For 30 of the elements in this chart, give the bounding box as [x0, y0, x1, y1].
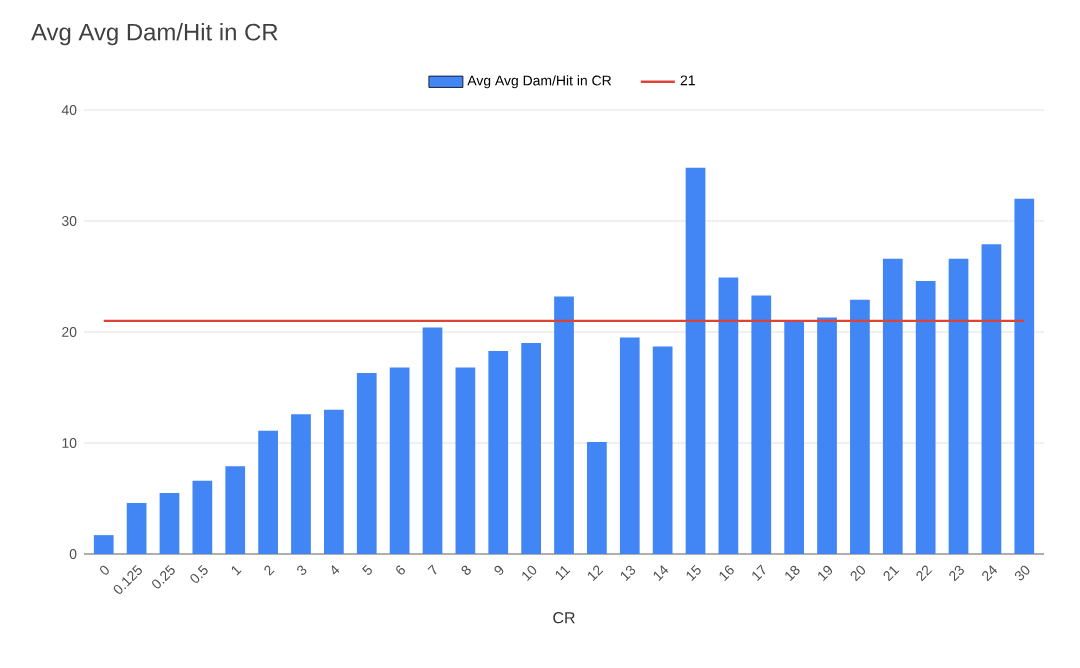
bar: [619, 337, 640, 554]
bar: [981, 244, 1002, 554]
bar: [685, 167, 706, 554]
bar: [488, 350, 509, 554]
bar: [422, 327, 443, 554]
bar: [324, 409, 344, 554]
bar: [850, 299, 870, 554]
bar: [356, 373, 377, 554]
bar: [455, 367, 476, 554]
bar: [192, 480, 213, 554]
bar: [751, 295, 772, 554]
bar: [159, 492, 180, 554]
bar: [784, 320, 805, 554]
bar: [652, 346, 673, 554]
bar: [817, 317, 837, 554]
bar: [521, 343, 541, 554]
bar: [93, 535, 114, 554]
bar: [718, 277, 739, 554]
bar: [291, 414, 311, 554]
bar: [225, 466, 246, 554]
bar: [1014, 198, 1035, 554]
bar: [389, 367, 410, 554]
chart-title: Avg Avg Dam/Hit in CR: [31, 23, 278, 46]
bar: [554, 296, 574, 554]
bar: [948, 258, 969, 554]
bar: [126, 502, 147, 554]
bar: [915, 280, 936, 554]
bar: [258, 430, 278, 554]
bar: [882, 258, 903, 554]
bar: [587, 441, 607, 554]
